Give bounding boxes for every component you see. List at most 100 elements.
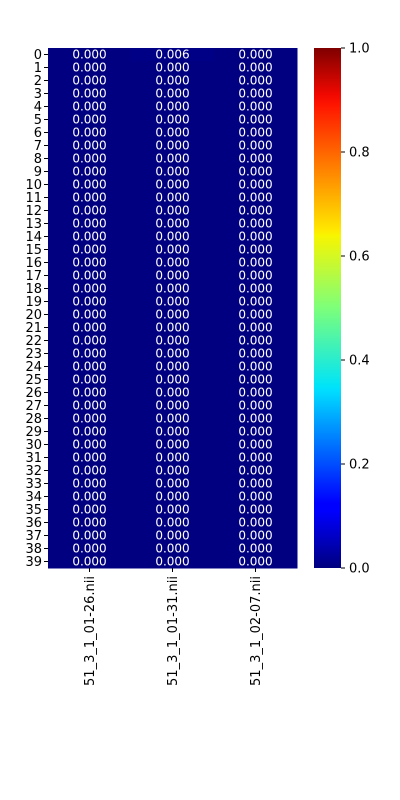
cell-value-label: 0.000 (72, 87, 106, 101)
heatmap-cell (131, 399, 215, 413)
heatmap-cell (131, 230, 215, 244)
cell-value-label: 0.000 (238, 464, 272, 478)
cell-value-label: 0.000 (238, 126, 272, 140)
cell-value-label: 0.000 (155, 373, 189, 387)
row-tick-label: 7 (34, 139, 42, 154)
cell-value-label: 0.000 (238, 451, 272, 465)
cell-value-label: 0.000 (155, 542, 189, 556)
heatmap-cell (48, 217, 132, 231)
heatmap-cell (48, 451, 132, 465)
heatmap-cell (131, 347, 215, 361)
colorbar-tick-label: 0.6 (349, 250, 370, 265)
heatmap-cell (131, 126, 215, 140)
heatmap-cell (131, 152, 215, 166)
row-tick-label: 10 (25, 178, 42, 193)
heatmap-cell (48, 152, 132, 166)
cell-value-label: 0.000 (72, 74, 106, 88)
cell-value-label: 0.000 (155, 555, 189, 569)
heatmap-cell (48, 191, 132, 205)
row-tick-label: 26 (25, 386, 42, 401)
heatmap-cell (214, 204, 298, 218)
row-tick-label: 32 (25, 464, 42, 479)
row-tick-label: 15 (25, 243, 42, 258)
heatmap-cell (48, 139, 132, 153)
cell-value-label: 0.000 (72, 113, 106, 127)
row-tick-label: 30 (25, 438, 42, 453)
cell-value-label: 0.000 (238, 165, 272, 179)
heatmap-cell (214, 113, 298, 127)
heatmap-cell (131, 282, 215, 296)
heatmap-cell (131, 438, 215, 452)
heatmap-cell (214, 230, 298, 244)
heatmap-cell (131, 425, 215, 439)
cell-value-label: 0.000 (238, 152, 272, 166)
row-tick-label: 3 (34, 87, 42, 102)
heatmap-cell (214, 165, 298, 179)
heatmap-cell (48, 269, 132, 283)
cell-value-label: 0.000 (238, 282, 272, 296)
heatmap-cell (131, 74, 215, 88)
heatmap-cell (48, 503, 132, 517)
cell-value-label: 0.000 (72, 399, 106, 413)
heatmap-cell (131, 308, 215, 322)
cell-value-label: 0.000 (238, 178, 272, 192)
heatmap-cell (48, 412, 132, 426)
cell-value-label: 0.000 (72, 360, 106, 374)
cell-value-label: 0.000 (155, 477, 189, 491)
heatmap-cell (214, 464, 298, 478)
cell-value-label: 0.006 (155, 48, 189, 62)
heatmap-cell (214, 321, 298, 335)
heatmap-cell (48, 243, 132, 257)
heatmap-cell (131, 100, 215, 114)
cell-value-label: 0.000 (238, 516, 272, 530)
heatmap-cell (48, 295, 132, 309)
cell-value-label: 0.000 (238, 529, 272, 543)
cell-value-label: 0.000 (72, 490, 106, 504)
heatmap-cell (131, 360, 215, 374)
cell-value-label: 0.000 (155, 490, 189, 504)
row-tick-label: 25 (25, 373, 42, 388)
cell-value-label: 0.000 (72, 230, 106, 244)
cell-value-label: 0.000 (72, 438, 106, 452)
cell-value-label: 0.000 (155, 269, 189, 283)
heatmap-cell (214, 477, 298, 491)
cell-value-label: 0.000 (72, 217, 106, 231)
cell-value-label: 0.000 (155, 399, 189, 413)
cell-value-label: 0.000 (155, 464, 189, 478)
cell-value-label: 0.000 (72, 425, 106, 439)
heatmap-cell (131, 165, 215, 179)
cell-value-label: 0.000 (72, 204, 106, 218)
row-tick-label: 38 (25, 542, 42, 557)
cell-value-label: 0.000 (72, 61, 106, 75)
heatmap-cell (214, 516, 298, 530)
cell-value-label: 0.000 (238, 74, 272, 88)
column-tick-label: 51_3_1_01-31.nii (166, 576, 181, 686)
heatmap-cell (214, 386, 298, 400)
cell-value-label: 0.000 (155, 243, 189, 257)
cell-value-label: 0.000 (72, 412, 106, 426)
cell-value-label: 0.000 (72, 451, 106, 465)
cell-value-label: 0.000 (238, 399, 272, 413)
heatmap-cell (131, 87, 215, 101)
cell-value-label: 0.000 (155, 516, 189, 530)
heatmap-cell (131, 191, 215, 205)
cell-value-label: 0.000 (72, 529, 106, 543)
cell-value-label: 0.000 (155, 360, 189, 374)
row-tick-label: 12 (25, 204, 42, 219)
heatmap-cell (131, 321, 215, 335)
heatmap-cell (48, 113, 132, 127)
colorbar-tick-label: 1.0 (349, 42, 370, 57)
row-tick-label: 13 (25, 217, 42, 232)
heatmap-cell (214, 191, 298, 205)
cell-value-label: 0.000 (155, 451, 189, 465)
heatmap-cell (48, 464, 132, 478)
cell-value-label: 0.000 (238, 295, 272, 309)
heatmap-cell (214, 347, 298, 361)
heatmap-cell (214, 139, 298, 153)
cell-value-label: 0.000 (72, 503, 106, 517)
cell-value-label: 0.000 (238, 113, 272, 127)
cell-value-label: 0.000 (155, 529, 189, 543)
column-tick-labels: 51_3_1_01-26.nii 51_3_1_01-31.nii 51_3_1_0… (83, 568, 264, 686)
cell-value-label: 0.000 (72, 555, 106, 569)
